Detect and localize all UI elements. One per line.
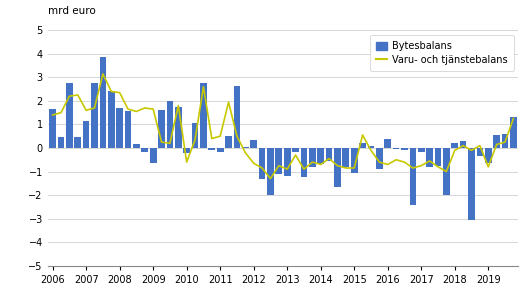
Bar [401, 148, 408, 150]
Bar [208, 148, 215, 150]
Varu- och tjänstebalans [418, 164, 424, 167]
Bar [385, 139, 391, 148]
Bar [116, 108, 123, 148]
Bar [426, 148, 433, 167]
Bar [250, 140, 257, 148]
Bar [267, 148, 274, 195]
Bar [368, 146, 375, 148]
Bar [108, 92, 115, 148]
Bar [317, 148, 324, 165]
Bar [175, 107, 181, 148]
Bar [99, 57, 106, 148]
Varu- och tjänstebalans [267, 177, 273, 180]
Varu- och tjänstebalans [225, 100, 232, 104]
Bar [150, 148, 157, 163]
Bar [225, 136, 232, 148]
Varu- och tjänstebalans [100, 72, 106, 76]
Legend: Bytesbalans, Varu- och tjänstebalans: Bytesbalans, Varu- och tjänstebalans [370, 35, 514, 71]
Bar [309, 148, 316, 167]
Bar [284, 148, 290, 176]
Bar [83, 121, 89, 148]
Bar [217, 148, 224, 152]
Bar [133, 144, 140, 148]
Bar [259, 148, 266, 178]
Varu- och tjänstebalans [351, 166, 358, 170]
Bar [501, 134, 508, 148]
Line: Varu- och tjänstebalans: Varu- och tjänstebalans [53, 74, 513, 178]
Bar [191, 123, 198, 148]
Bar [184, 148, 190, 153]
Bar [292, 148, 299, 152]
Bar [276, 148, 282, 174]
Bar [141, 148, 148, 152]
Varu- och tjänstebalans [510, 117, 516, 120]
Bar [477, 148, 483, 156]
Bar [468, 148, 475, 220]
Bar [234, 85, 240, 148]
Varu- och tjänstebalans [368, 149, 374, 152]
Bar [376, 148, 382, 169]
Bar [334, 148, 341, 187]
Bar [342, 148, 349, 167]
Bar [493, 135, 500, 148]
Bar [75, 137, 81, 148]
Bar [158, 110, 165, 148]
Bar [435, 148, 441, 165]
Bar [91, 83, 98, 148]
Bar [58, 137, 65, 148]
Bar [167, 101, 174, 148]
Bar [451, 143, 458, 148]
Bar [418, 148, 425, 152]
Bar [510, 117, 517, 148]
Bar [200, 83, 207, 148]
Bar [351, 148, 358, 173]
Bar [125, 111, 131, 148]
Varu- och tjänstebalans [50, 113, 56, 117]
Bar [49, 109, 56, 148]
Text: mrd euro: mrd euro [48, 6, 95, 16]
Varu- och tjänstebalans [58, 111, 64, 114]
Bar [393, 148, 399, 149]
Bar [485, 148, 491, 163]
Bar [443, 148, 450, 195]
Bar [300, 148, 307, 177]
Bar [66, 83, 73, 148]
Bar [359, 143, 366, 148]
Bar [242, 147, 249, 148]
Bar [326, 148, 332, 161]
Bar [460, 141, 467, 148]
Bar [409, 148, 416, 204]
Varu- och tjänstebalans [326, 157, 332, 160]
